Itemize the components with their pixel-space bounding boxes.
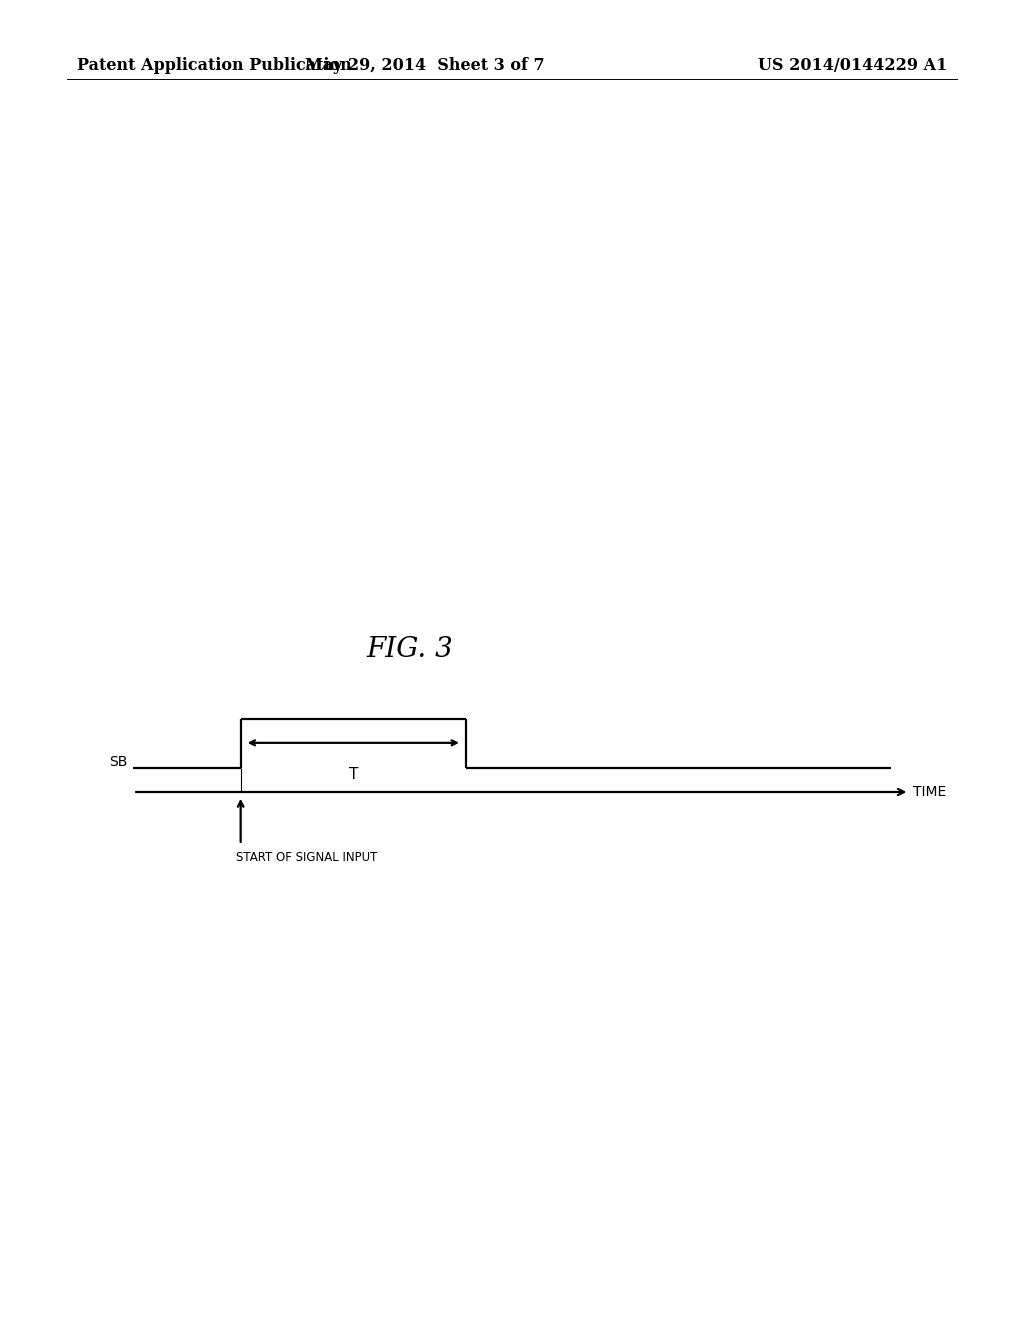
- Text: Patent Application Publication: Patent Application Publication: [77, 57, 351, 74]
- Text: FIG. 3: FIG. 3: [367, 636, 453, 663]
- Text: START OF SIGNAL INPUT: START OF SIGNAL INPUT: [236, 851, 377, 865]
- Text: US 2014/0144229 A1: US 2014/0144229 A1: [758, 57, 947, 74]
- Text: T: T: [348, 767, 358, 781]
- Text: SB: SB: [110, 755, 128, 768]
- Text: TIME: TIME: [913, 785, 946, 799]
- Text: May 29, 2014  Sheet 3 of 7: May 29, 2014 Sheet 3 of 7: [305, 57, 545, 74]
